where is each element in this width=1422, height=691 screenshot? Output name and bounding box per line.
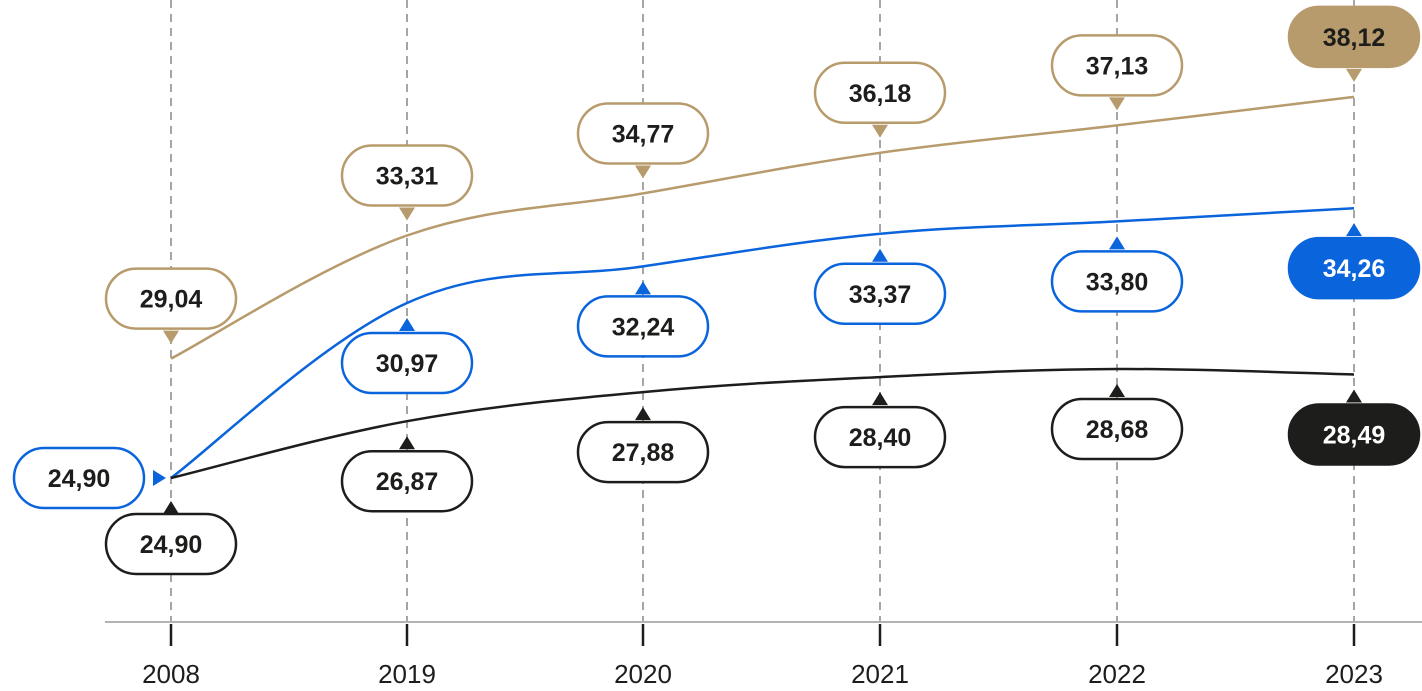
label-box bbox=[340, 449, 474, 513]
data-label-s2-2021: 28,40 bbox=[813, 392, 947, 469]
label-pointer bbox=[1109, 384, 1125, 398]
x-tick-label: 2020 bbox=[614, 659, 672, 689]
label-pointer bbox=[1346, 389, 1362, 403]
x-tick-label: 2008 bbox=[142, 659, 200, 689]
label-box bbox=[12, 446, 146, 510]
label-pointer bbox=[153, 470, 166, 486]
data-label-s1-2022: 33,80 bbox=[1050, 236, 1184, 313]
label-box bbox=[340, 331, 474, 395]
data-label-s0-2019: 33,31 bbox=[340, 144, 474, 221]
label-box bbox=[576, 420, 710, 484]
data-label-text: 28,40 bbox=[849, 424, 912, 452]
series-line-0 bbox=[170, 95, 1355, 360]
label-pointer bbox=[399, 207, 415, 221]
label-box bbox=[1287, 403, 1421, 466]
label-pointer bbox=[872, 248, 888, 262]
label-box bbox=[813, 262, 947, 326]
label-pointer bbox=[635, 407, 651, 421]
x-axis: 2008 2019 2020 2021 2022 2023 bbox=[142, 624, 1383, 689]
series-line-1 bbox=[170, 206, 1355, 480]
data-label-text: 38,12 bbox=[1323, 24, 1386, 52]
label-pointer bbox=[1346, 68, 1362, 82]
x-tick-label: 2023 bbox=[1325, 659, 1383, 689]
label-box bbox=[1050, 250, 1184, 313]
data-label-text: 28,68 bbox=[1086, 416, 1149, 444]
label-pointer bbox=[872, 124, 888, 138]
label-pointer bbox=[1109, 97, 1125, 111]
label-pointer bbox=[163, 501, 179, 514]
data-label-s2-2008: 24,90 bbox=[104, 501, 238, 576]
data-label-s1-2023: 34,26 bbox=[1287, 223, 1421, 300]
data-label-s1-2008: 24,90 bbox=[12, 446, 166, 510]
data-label-text: 24,90 bbox=[140, 531, 203, 559]
label-box bbox=[813, 61, 947, 125]
data-label-text: 28,49 bbox=[1323, 422, 1386, 450]
label-box bbox=[576, 295, 710, 358]
label-box bbox=[1287, 5, 1421, 69]
label-box bbox=[1050, 34, 1184, 97]
x-tick-label: 2021 bbox=[851, 659, 909, 689]
label-pointer bbox=[872, 392, 888, 406]
grid-lines bbox=[170, 0, 1355, 622]
data-label-text: 27,88 bbox=[612, 439, 675, 467]
label-box bbox=[1287, 236, 1421, 300]
label-pointer bbox=[1346, 223, 1362, 237]
data-label-s0-2020: 34,77 bbox=[576, 102, 710, 179]
label-pointer bbox=[635, 281, 651, 295]
data-label-s2-2020: 27,88 bbox=[576, 407, 710, 484]
data-label-s2-2022: 28,68 bbox=[1050, 384, 1184, 461]
label-pointer bbox=[635, 165, 651, 179]
data-label-s2-2023: 28,49 bbox=[1287, 389, 1421, 466]
data-label-s2-2019: 26,87 bbox=[340, 436, 474, 513]
label-box bbox=[576, 102, 710, 165]
label-pointer bbox=[1109, 236, 1125, 250]
data-label-text: 37,13 bbox=[1086, 52, 1149, 80]
label-box bbox=[813, 405, 947, 469]
data-label-text: 30,97 bbox=[376, 350, 439, 378]
data-label-s0-2022: 37,13 bbox=[1050, 34, 1184, 111]
label-pointer bbox=[163, 330, 179, 344]
x-tick-label: 2019 bbox=[378, 659, 436, 689]
data-label-text: 34,26 bbox=[1323, 255, 1386, 283]
data-label-s1-2019: 30,97 bbox=[340, 318, 474, 395]
data-label-text: 33,31 bbox=[376, 163, 439, 191]
data-label-text: 24,90 bbox=[48, 465, 111, 493]
label-box bbox=[340, 144, 474, 207]
data-label-text: 33,37 bbox=[849, 281, 912, 309]
label-box bbox=[1050, 397, 1184, 461]
data-label-text: 34,77 bbox=[612, 120, 675, 148]
data-label-s0-2008: 29,04 bbox=[104, 267, 238, 344]
data-labels: 29,04 33,31 34,77 36,18 37,13 38,12 24,90 30,97… bbox=[12, 5, 1421, 576]
data-label-s1-2020: 32,24 bbox=[576, 281, 710, 358]
data-label-s0-2023: 38,12 bbox=[1287, 5, 1421, 82]
x-tick-label: 2022 bbox=[1088, 659, 1146, 689]
data-label-text: 33,80 bbox=[1086, 268, 1149, 296]
data-label-text: 26,87 bbox=[376, 468, 439, 496]
label-box bbox=[104, 267, 238, 330]
data-label-s0-2021: 36,18 bbox=[813, 61, 947, 138]
data-label-text: 32,24 bbox=[612, 313, 675, 341]
label-pointer bbox=[399, 318, 415, 332]
data-label-text: 29,04 bbox=[140, 286, 203, 314]
label-pointer bbox=[399, 436, 415, 450]
data-label-s1-2021: 33,37 bbox=[813, 248, 947, 326]
data-label-text: 36,18 bbox=[849, 80, 912, 108]
series-line-2 bbox=[170, 367, 1355, 480]
series-lines bbox=[170, 95, 1355, 480]
